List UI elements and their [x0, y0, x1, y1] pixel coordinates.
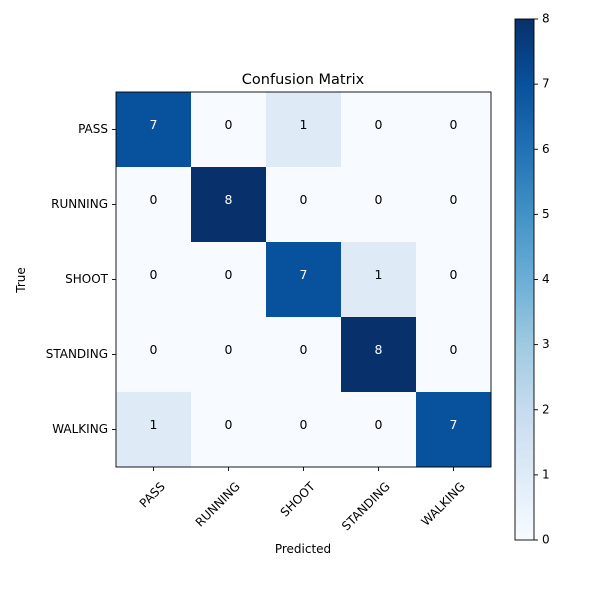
heatmap-cell-value: 1 [300, 117, 308, 132]
heatmap-cell-value: 0 [450, 267, 458, 282]
colorbar-tick-label: 1 [542, 467, 550, 481]
colorbar-tick-label: 0 [542, 533, 550, 547]
x-tick-label: RUNNING [193, 479, 243, 529]
heatmap-cell [266, 317, 342, 393]
heatmap-cell-labels: 7 0 1 0 0 0 8 0 0 0 0 0 7 1 0 0 0 0 8 0 1 0 0 0 7 [150, 117, 458, 432]
heatmap-cell [191, 167, 267, 243]
heatmap-cell [416, 167, 492, 243]
y-tick-label: STANDING [46, 347, 108, 361]
y-axis-label: True [14, 267, 28, 294]
heatmap-cell-value: 0 [225, 417, 233, 432]
heatmap-cell-value: 0 [450, 342, 458, 357]
heatmap-cell [266, 92, 342, 168]
heatmap-cell-value: 0 [375, 192, 383, 207]
y-tick-label: WALKING [52, 422, 108, 436]
y-tick-label: PASS [78, 122, 108, 136]
heatmap-cell-value: 0 [375, 417, 383, 432]
colorbar-tick-label: 3 [542, 337, 550, 351]
colorbar-tick-label: 2 [542, 402, 550, 416]
colorbar-gradient [514, 18, 535, 541]
heatmap-cell [266, 167, 342, 243]
heatmap-cells [116, 92, 492, 468]
heatmap-cell [416, 392, 492, 468]
heatmap-cell [116, 392, 192, 468]
heatmap-cell [266, 242, 342, 318]
heatmap-cell-value: 0 [225, 342, 233, 357]
y-tick-label: SHOOT [65, 272, 109, 286]
heatmap-cell [341, 242, 417, 318]
heatmap-cell-value: 0 [225, 267, 233, 282]
heatmap-cell-value: 0 [150, 192, 158, 207]
heatmap-cell-value: 1 [375, 267, 383, 282]
heatmap-cell [341, 392, 417, 468]
colorbar-tick-label: 7 [542, 77, 550, 91]
heatmap-cell-value: 8 [225, 192, 233, 207]
heatmap-cell [116, 167, 192, 243]
heatmap-cell [416, 317, 492, 393]
heatmap-cell-value: 8 [375, 342, 383, 357]
heatmap-cell [116, 317, 192, 393]
y-axis-ticks: PASS RUNNING SHOOT STANDING WALKING [46, 122, 116, 436]
heatmap-cell-value: 7 [300, 267, 308, 282]
heatmap-cell-value: 0 [225, 117, 233, 132]
colorbar-tick-label: 5 [542, 207, 550, 221]
heatmap-cell [416, 242, 492, 318]
heatmap-cell [116, 92, 192, 168]
colorbar-tick-label: 4 [542, 272, 550, 286]
colorbar-tick-label: 6 [542, 142, 550, 156]
x-axis-label: Predicted [275, 542, 331, 556]
heatmap-cell-value: 7 [450, 417, 458, 432]
y-tick-label: RUNNING [51, 197, 108, 211]
heatmap-cell-value: 0 [300, 342, 308, 357]
chart-title: Confusion Matrix [242, 72, 365, 88]
heatmap-cell [341, 317, 417, 393]
x-axis-ticks: PASS RUNNING SHOOT STANDING WALKING [137, 467, 468, 533]
heatmap-cell [341, 167, 417, 243]
colorbar-ticks: 0 1 2 3 4 5 6 7 8 [534, 12, 550, 547]
heatmap-cell-value: 0 [300, 417, 308, 432]
heatmap-cell-value: 0 [375, 117, 383, 132]
heatmap-cell-value: 1 [150, 417, 158, 432]
heatmap-cell [341, 92, 417, 168]
heatmap-cell [191, 92, 267, 168]
heatmap-cell [191, 317, 267, 393]
heatmap-cell-value: 0 [450, 117, 458, 132]
heatmap-cell-value: 0 [150, 267, 158, 282]
heatmap-cell-value: 0 [300, 192, 308, 207]
x-tick-label: WALKING [418, 479, 467, 528]
heatmap-cell [191, 392, 267, 468]
x-tick-label: PASS [137, 479, 168, 510]
heatmap-cell [416, 92, 492, 168]
heatmap-cell [266, 392, 342, 468]
heatmap-cell-value: 0 [450, 192, 458, 207]
heatmap-cell [116, 242, 192, 318]
heatmap-cell-value: 0 [150, 342, 158, 357]
colorbar-tick-label: 8 [542, 12, 550, 26]
heatmap-cell-value: 7 [150, 117, 158, 132]
x-tick-label: SHOOT [278, 479, 319, 520]
heatmap-cell [191, 242, 267, 318]
x-tick-label: STANDING [339, 479, 393, 533]
